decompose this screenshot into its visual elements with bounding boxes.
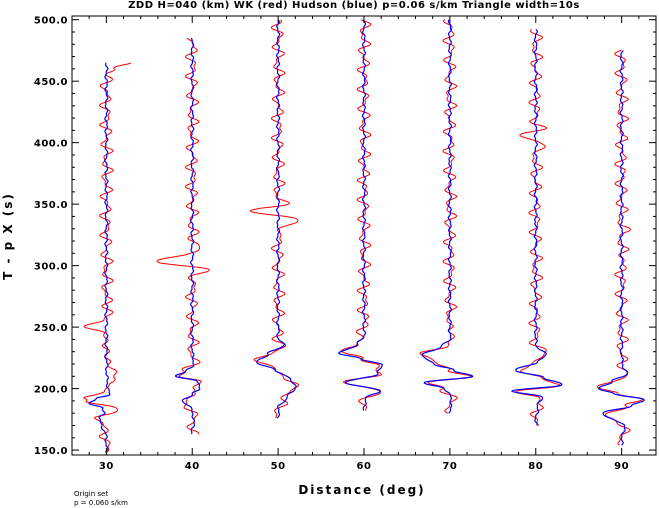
hudson-trace-30 — [88, 62, 111, 453]
y-tick-label: 150.0 — [34, 446, 68, 457]
footnote-slowness: p = 0.060 s/km — [74, 499, 128, 507]
chart-title: ZDD H=040 (km) WK (red) Hudson (blue) p=… — [128, 0, 580, 11]
y-tick-label: 400.0 — [34, 139, 68, 150]
wk-trace-70 — [419, 19, 473, 414]
y-axis-label: T - p X (s) — [1, 192, 15, 280]
x-tick-label: 80 — [528, 461, 543, 472]
wk-trace-80 — [515, 29, 562, 426]
x-tick-label: 90 — [614, 461, 629, 472]
hudson-trace-60 — [337, 19, 383, 411]
plot-frame — [71, 15, 657, 456]
wk-trace-40 — [156, 37, 210, 435]
x-tick-label: 50 — [271, 461, 286, 472]
hudson-trace-70 — [421, 19, 474, 414]
x-tick-label: 60 — [357, 461, 372, 472]
footnote-origin: Origin set — [74, 490, 108, 498]
x-tick-label: 30 — [99, 461, 114, 472]
trace-group — [82, 19, 645, 453]
x-tick-label: 70 — [442, 461, 457, 472]
x-axis-label: Distance (deg) — [298, 483, 425, 497]
y-tick-label: 350.0 — [34, 200, 68, 211]
hudson-trace-50 — [256, 19, 297, 419]
y-tick-label: 200.0 — [34, 385, 68, 396]
y-tick-label: 450.0 — [34, 77, 68, 88]
x-axis: 30 40 50 60 70 80 90 — [88, 16, 657, 472]
hudson-trace-40 — [175, 37, 201, 435]
y-tick-label: 250.0 — [34, 323, 68, 334]
y-tick-label: 300.0 — [34, 262, 68, 273]
wk-trace-60 — [341, 19, 383, 411]
x-tick-label: 40 — [185, 461, 200, 472]
y-tick-label: 500.0 — [34, 16, 68, 27]
wk-trace-90 — [596, 49, 644, 446]
y-axis: 150.0 200.0 250.0 300.0 350.0 400.0 450.0 500.0 — [34, 16, 656, 457]
wk-trace-50 — [249, 19, 300, 419]
hudson-trace-80 — [510, 29, 563, 426]
hudson-trace-90 — [598, 50, 645, 446]
